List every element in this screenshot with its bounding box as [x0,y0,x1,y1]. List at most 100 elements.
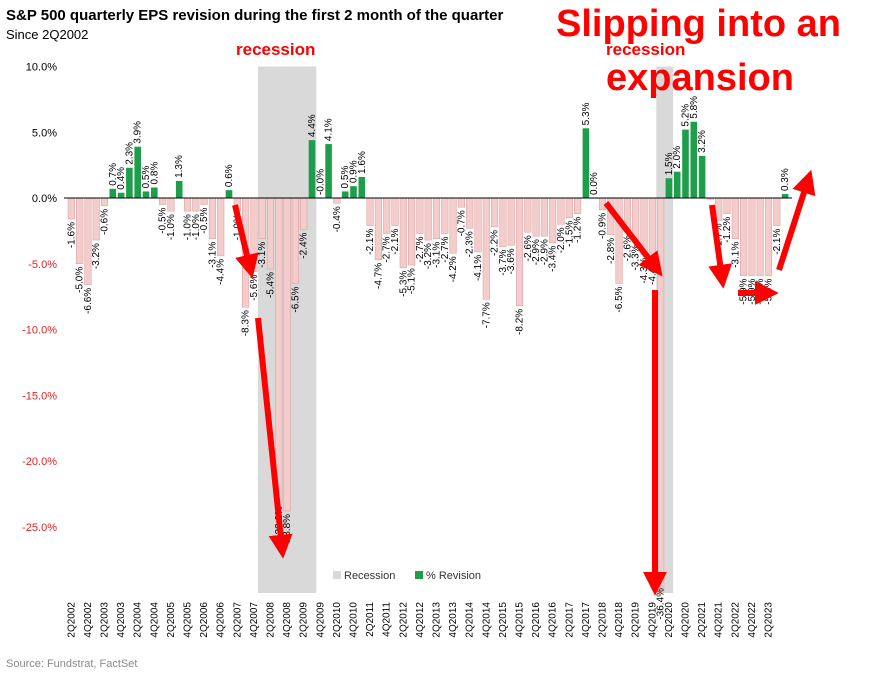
bar [408,197,416,266]
bar [565,197,573,218]
x-tick-label: 2Q2002 [66,602,77,638]
x-tick-label: 4Q2017 [581,602,592,638]
value-label: -6.6% [83,288,94,314]
y-tick-label: -5.0% [28,259,57,271]
x-tick-label: 4Q2016 [548,602,559,638]
bar [325,144,332,198]
value-label: -3.6% [506,248,517,274]
x-tick-label: 4Q2012 [415,602,426,638]
recession-bands [257,66,674,593]
value-label: -7.7% [481,302,492,328]
legend: Recession % Revision [333,570,481,582]
y-tick-label: -15.0% [22,390,57,402]
bar [491,197,499,228]
value-label: -1.2% [722,217,733,243]
bar [358,176,366,198]
value-label: 0.6% [224,164,235,187]
x-tick-label: 2Q2005 [166,602,177,638]
x-tick-label: 4Q2007 [249,602,260,638]
bar [690,121,698,198]
value-label: -4.4% [216,259,227,285]
value-label: -3.1% [730,242,741,268]
value-label: -2.1% [390,229,401,255]
bar [67,197,75,220]
x-tick-label: 2Q2019 [631,602,642,638]
value-label: -36.4% [656,588,667,620]
x-tick-label: 4Q2021 [714,602,725,638]
value-label: -2.8% [606,238,617,264]
value-label: -8.2% [515,309,526,335]
value-label: -3.1% [257,242,268,268]
value-label: -8.3% [241,310,252,336]
y-tick-label: -20.0% [22,456,57,468]
x-tick-label: 2Q2017 [564,602,575,638]
value-label: -3.1% [432,242,443,268]
recession-label-2008: recession [236,40,315,59]
value-label: 3.9% [133,121,144,144]
bar [524,197,532,233]
value-label: -2.1% [772,229,783,255]
x-tick-label: 2Q2016 [531,602,542,638]
bar [532,197,540,237]
value-label: -0.0% [315,169,326,195]
value-label: 5.8% [689,96,700,119]
source-note: Source: Fundstrat, FactSet [6,658,138,670]
x-tick-label: 2Q2018 [598,602,609,638]
value-label: 5.3% [581,102,592,125]
bar [698,155,706,198]
value-label: -3.7% [498,250,509,276]
bar [557,197,565,225]
x-tick-label: 4Q2015 [515,602,526,638]
x-tick-label: 4Q2005 [183,602,194,638]
bar [723,197,731,215]
value-label: 4.1% [324,118,335,141]
y-tick-label: 10.0% [26,62,57,74]
bar [748,197,756,276]
bar [142,191,150,198]
bar [134,146,141,198]
y-axis: 10.0% 5.0% 0.0% -5.0% -10.0% -15.0% -20.0% -25.… [22,62,57,534]
value-label: -2.0% [556,227,567,253]
annotation-arrows [232,169,816,596]
annotation-arrow [708,204,733,289]
value-label: 0.9% [349,160,360,183]
value-label: 0.5% [340,166,351,189]
bar [682,129,689,198]
value-label: -4.7% [373,263,384,289]
bar [391,197,399,226]
chart-subtitle: Since 2Q2002 [6,27,89,42]
value-label: -6.5% [290,286,301,312]
value-label: -5.1% [407,268,418,294]
bar [507,197,515,246]
value-label: 0.0% [589,172,600,195]
x-tick-label: 2Q2011 [365,602,376,637]
value-label: -1.6% [66,222,77,248]
value-label: 2.0% [672,146,683,169]
legend-swatch [415,571,423,579]
value-label: -4.1% [473,255,484,281]
bar [117,192,125,198]
bar [366,197,374,226]
legend-swatch [333,571,341,579]
y-tick-label: -25.0% [22,522,57,534]
bar [225,190,233,198]
slipping-annotation-line1: Slipping into an [556,3,841,45]
x-tick-label: 2Q2014 [465,602,476,638]
x-tick-label: 4Q2013 [448,602,459,638]
annotation-arrow [776,169,816,271]
bar [159,197,167,205]
value-label: 0.8% [149,162,160,185]
value-label: -2.9% [531,239,542,265]
value-label: -3.3% [631,244,642,270]
legend-label: Recession [344,570,395,582]
value-label: -1.0% [166,214,177,240]
value-label: -3.2% [423,243,434,269]
value-label: -1.2% [573,217,584,243]
value-label: 1.5% [664,152,675,175]
bar [416,197,424,234]
value-label: -5.3% [398,271,409,297]
y-tick-label: -10.0% [22,325,57,337]
y-tick-label: 5.0% [32,127,57,139]
value-label: -0.6% [100,209,111,235]
value-label: -2.7% [415,236,426,262]
